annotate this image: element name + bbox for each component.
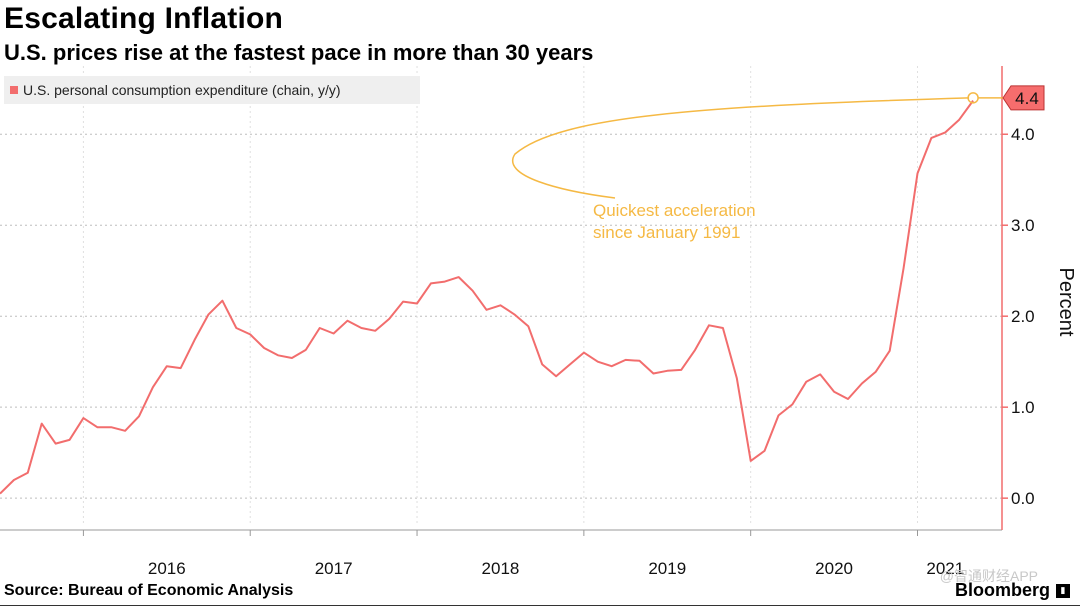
y-tick-label: 4.0 [1011,125,1035,144]
x-tick-label: 2021 [926,559,964,576]
line-chart: 2016 2017 2018 2019 2020 2021 0.0 1.0 2.0 3.0 4.0 P… [0,66,1077,576]
watermark: @智通财经APP [939,568,1038,584]
legend-label: U.S. personal consumption expenditure (c… [23,82,341,98]
y-tick-label: 1.0 [1011,398,1035,417]
y-tick-label: 3.0 [1011,216,1035,235]
chart-title: Escalating Inflation [4,2,284,35]
legend: U.S. personal consumption expenditure (c… [4,76,420,104]
y-tick-label: 0.0 [1011,489,1035,508]
x-tick-label: 2019 [648,559,686,576]
last-value-label: 4.4 [1015,89,1039,108]
x-tick-label: 2018 [482,559,520,576]
source-note: Source: Bureau of Economic Analysis [4,582,294,599]
brand-name: Bloomberg [954,580,1050,600]
legend-box [4,76,420,104]
last-value-badge-shape [1002,85,1045,111]
brand-logo: Bloomberg ▮ [955,580,1070,601]
x-tick-label: 2017 [315,559,353,576]
y-axis-label: Percent [1055,268,1077,337]
y-tick-label: 2.0 [1011,307,1035,326]
terminal-icon: ▮ [1056,583,1070,598]
x-tick-label: 2020 [815,559,853,576]
series-line [0,100,974,495]
annotation-text-line2: since January 1991 [593,223,740,242]
annotation-text-line1: Quickest acceleration [593,201,756,220]
x-tick-label: 2016 [148,559,186,576]
legend-swatch [10,86,18,94]
annotation-curve [512,97,970,199]
chart-subtitle: U.S. prices rise at the fastest pace in … [4,40,594,65]
last-value-badge: 4.4 [1002,85,1045,111]
